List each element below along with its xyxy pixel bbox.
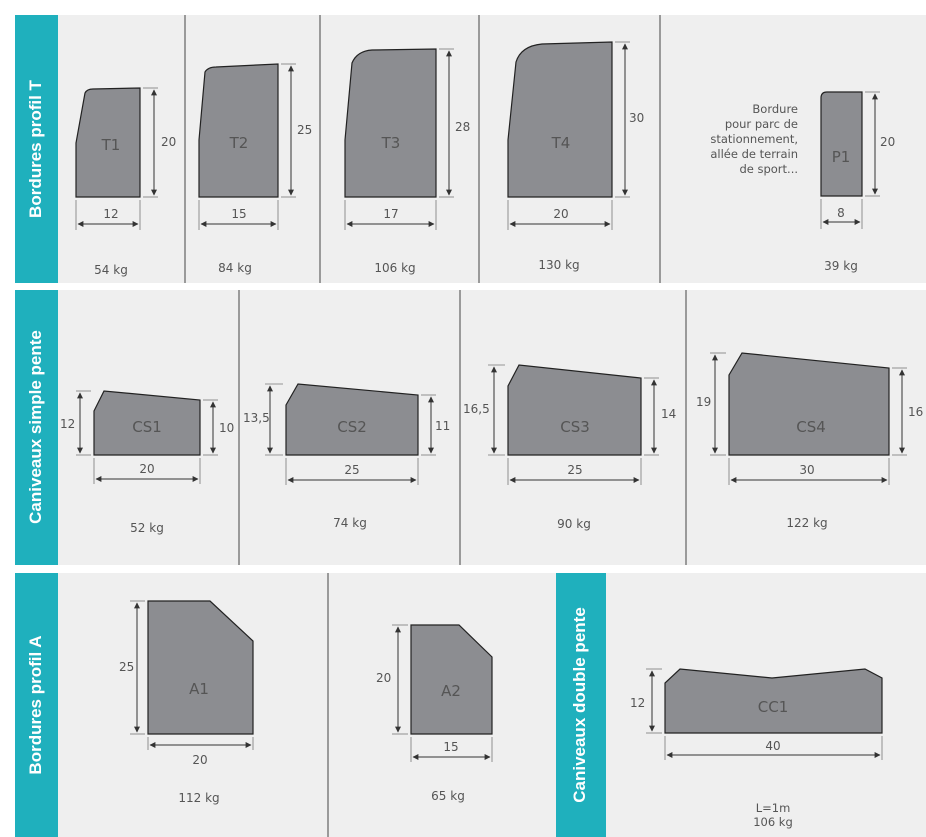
section-band-profil-t <box>15 15 58 283</box>
profile-cs1-left-height: 12 <box>60 417 75 431</box>
divider <box>319 15 321 283</box>
profile-t4-width: 20 <box>553 207 568 221</box>
divider <box>685 290 687 565</box>
profile-cs2-weight: 74 kg <box>333 516 367 530</box>
profile-t3-weight: 106 kg <box>374 261 415 275</box>
profile-a1-width: 20 <box>192 753 207 767</box>
profile-t4: T4 30 20 130 kg <box>507 41 644 272</box>
profile-t1-width: 12 <box>103 207 118 221</box>
profile-a2: A2 20 15 65 kg <box>376 624 493 803</box>
profile-t3-height: 28 <box>455 120 470 134</box>
profile-t1-label: T1 <box>101 136 121 154</box>
note-line: de sport... <box>739 162 798 176</box>
profile-cs2-width: 25 <box>344 463 359 477</box>
profile-cs4-weight: 122 kg <box>786 516 827 530</box>
note-line: allée de terrain <box>710 147 798 161</box>
profile-p1-weight: 39 kg <box>824 259 858 273</box>
profile-t4-weight: 130 kg <box>538 258 579 272</box>
note-line: stationnement, <box>710 132 798 146</box>
profile-cc1-width: 40 <box>765 739 780 753</box>
profile-p1-note: Bordure pour parc de stationnement, allé… <box>660 102 798 177</box>
profile-cs4: CS4 19 16 30 122 kg <box>696 352 923 530</box>
profile-cc1-weight: 106 kg <box>753 815 793 829</box>
profile-cs2-left-height: 13,5 <box>243 411 270 425</box>
divider <box>659 15 661 283</box>
profile-cc1-height: 12 <box>630 696 645 710</box>
profile-cc1-label: CC1 <box>758 698 789 716</box>
profile-p1-width: 8 <box>837 206 845 220</box>
profile-cc1-footnote: L=1m 106 kg <box>723 801 823 829</box>
profile-a1-height: 25 <box>119 660 134 674</box>
profile-cs3-label: CS3 <box>560 418 590 436</box>
profile-a1: A1 25 20 112 kg <box>119 600 254 805</box>
profile-p1-height: 20 <box>880 135 895 149</box>
profile-a1-label: A1 <box>189 680 209 698</box>
divider <box>238 290 240 565</box>
profile-a2-height: 20 <box>376 671 391 685</box>
profile-cc1-length: L=1m <box>755 801 791 815</box>
profile-cc1: CC1 12 40 <box>630 668 883 760</box>
divider <box>459 290 461 565</box>
divider <box>327 573 329 837</box>
profile-cs2-right-height: 11 <box>435 419 450 433</box>
profile-cs3: CS3 16,5 14 25 90 kg <box>463 364 676 531</box>
profile-cs1-right-height: 10 <box>219 421 234 435</box>
profile-cs2: CS2 13,5 11 25 74 kg <box>243 383 450 530</box>
profile-cs4-width: 30 <box>799 463 814 477</box>
profile-p1: P1 20 8 39 kg <box>820 91 895 273</box>
section-band-profil-a <box>15 573 58 837</box>
profile-t2-weight: 84 kg <box>218 261 252 275</box>
profile-cs2-label: CS2 <box>337 418 367 436</box>
profile-cs4-label: CS4 <box>796 418 826 436</box>
profile-t2-height: 25 <box>297 123 312 137</box>
divider <box>184 15 186 283</box>
profile-a2-label: A2 <box>441 682 461 700</box>
profile-t2-label: T2 <box>229 134 249 152</box>
note-line: pour parc de <box>724 117 798 131</box>
profile-a1-weight: 112 kg <box>178 791 219 805</box>
profile-t1-height: 20 <box>161 135 176 149</box>
profile-p1-label: P1 <box>832 148 851 166</box>
profile-cs3-left-height: 16,5 <box>463 402 490 416</box>
profile-t1-weight: 54 kg <box>94 263 128 277</box>
profile-t4-height: 30 <box>629 111 644 125</box>
profile-cs1-label: CS1 <box>132 418 162 436</box>
profile-cs3-width: 25 <box>567 463 582 477</box>
section-band-double-pente <box>556 573 606 837</box>
profile-cs4-left-height: 19 <box>696 395 711 409</box>
profile-t3-label: T3 <box>381 134 401 152</box>
profile-cs3-weight: 90 kg <box>557 517 591 531</box>
profile-t2: T2 25 15 84 kg <box>198 63 312 275</box>
profile-t3-width: 17 <box>383 207 398 221</box>
divider <box>478 15 480 283</box>
profile-cs3-right-height: 14 <box>661 407 676 421</box>
profile-t4-label: T4 <box>551 134 571 152</box>
profile-cs1-weight: 52 kg <box>130 521 164 535</box>
profile-a2-width: 15 <box>443 740 458 754</box>
profile-t3: T3 28 17 106 kg <box>344 48 470 275</box>
profile-cs1: CS1 12 10 20 52 kg <box>60 390 234 535</box>
note-line: Bordure <box>752 102 798 116</box>
section-band-simple-pente <box>15 290 58 565</box>
profile-cs1-width: 20 <box>139 462 154 476</box>
profile-t2-width: 15 <box>231 207 246 221</box>
profile-t1: T1 20 12 54 kg <box>75 87 176 277</box>
profile-a2-weight: 65 kg <box>431 789 465 803</box>
profile-cs4-right-height: 16 <box>908 405 923 419</box>
